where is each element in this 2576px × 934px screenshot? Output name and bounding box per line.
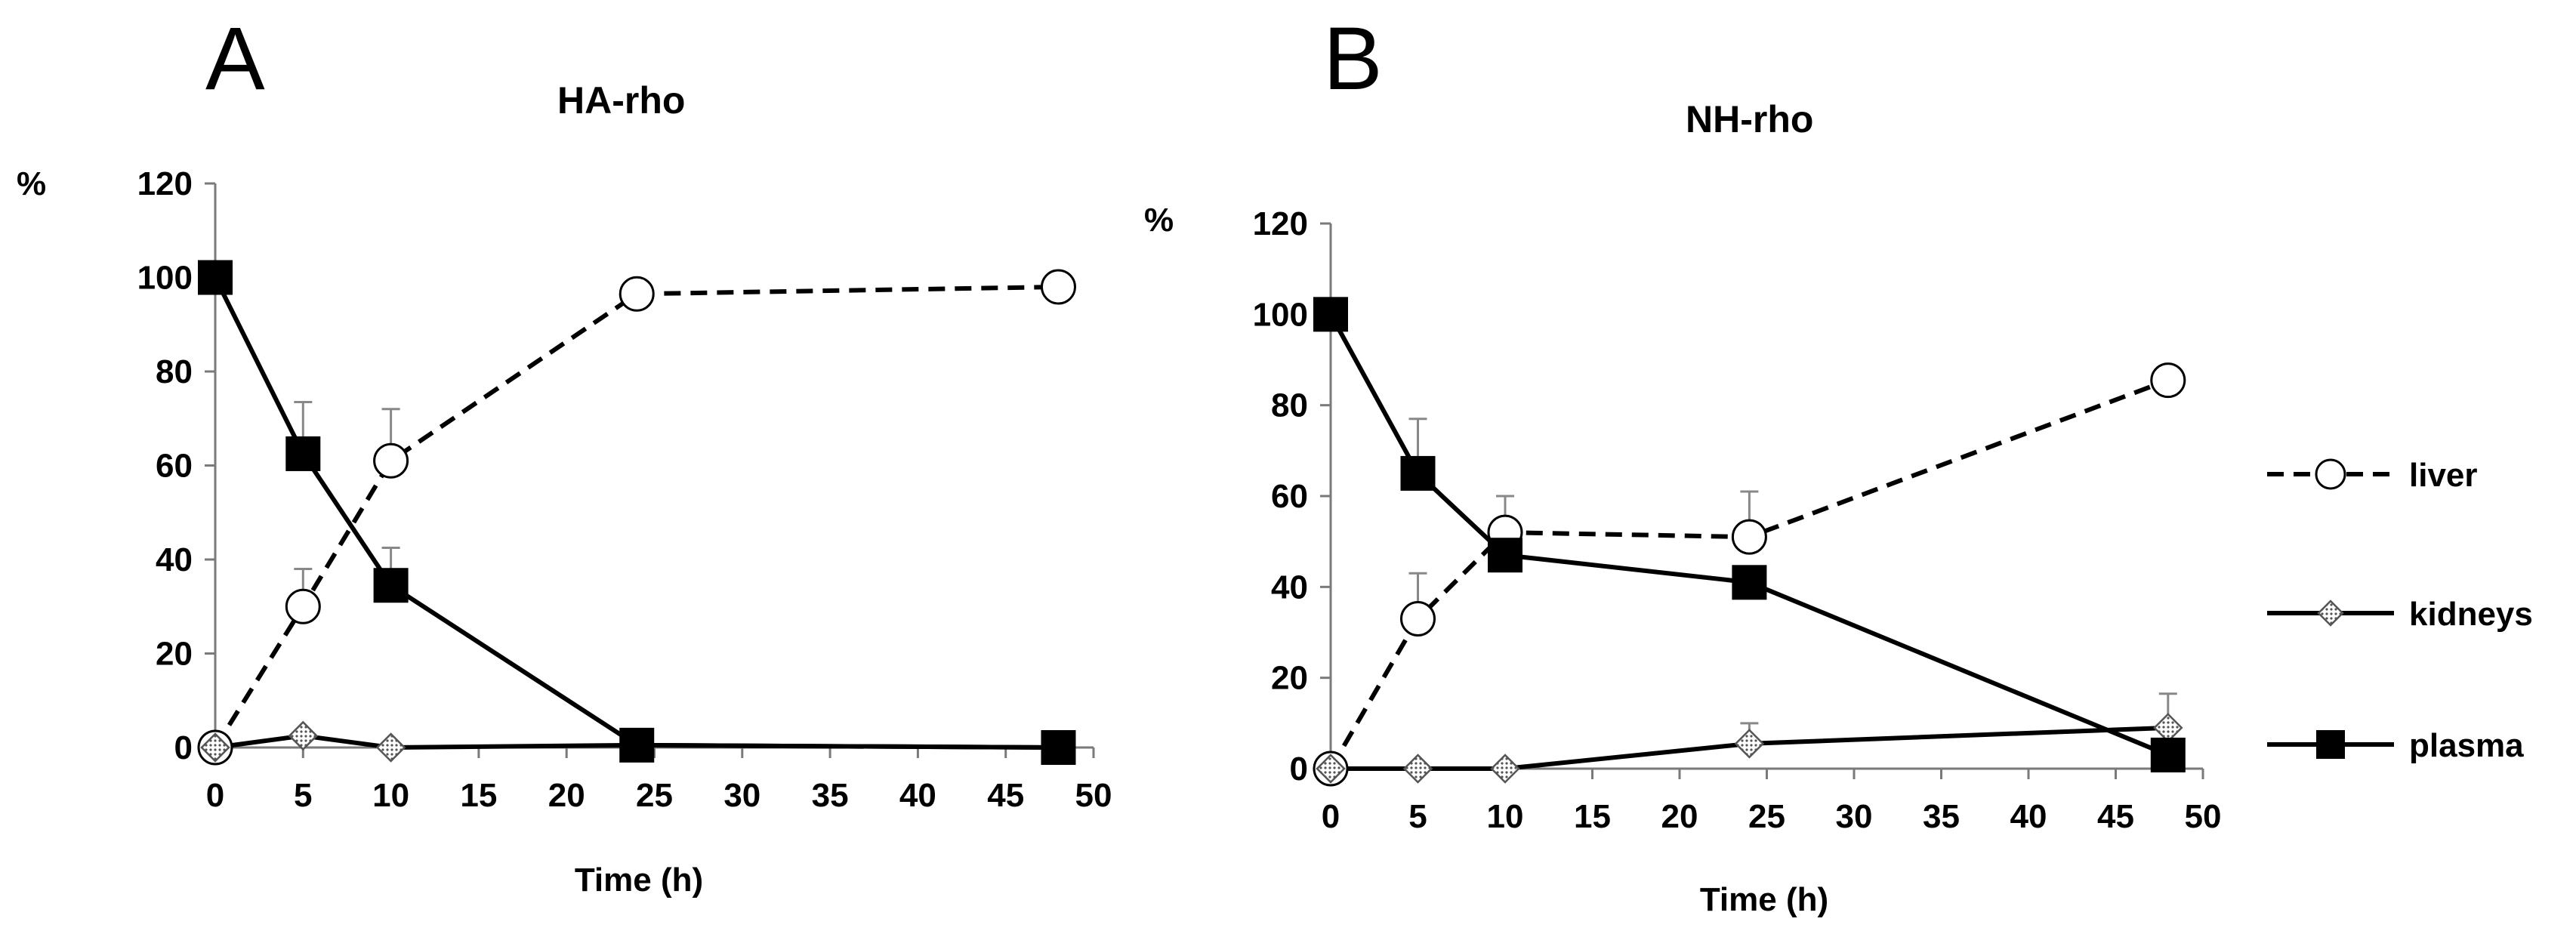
legend-plasma-marker [2316, 730, 2345, 759]
panel-a-y-tick-label: 80 [156, 353, 193, 390]
panel-b-x-tick-label: 10 [1487, 798, 1524, 835]
panel-b-plasma-point [1400, 455, 1436, 491]
panel-b-kidneys-point [1490, 754, 1520, 784]
panel-b-x-tick-label: 30 [1836, 798, 1873, 835]
panel-b-y-tick-label: 0 [1290, 751, 1308, 788]
panel-b-plasma-point [2150, 737, 2186, 772]
legend: liver kidneys plasma [2267, 457, 2533, 764]
panel-a-y-tick-label: 40 [156, 541, 193, 578]
panel-a-ylabel: % [17, 165, 46, 202]
panel-b-xlabel: Time (h) [1700, 881, 1828, 918]
panel-b-kidneys-point [1402, 754, 1433, 784]
panel-a-liver-point [285, 588, 321, 624]
panel-b-plasma-point [1313, 297, 1348, 332]
panel-a-kidneys-point [200, 732, 230, 763]
panel-b-x-tick-label: 25 [1748, 798, 1785, 835]
panel-b-liver-point [1400, 600, 1436, 637]
panel-b-plasma-point [1732, 565, 1767, 600]
panel-b-y-tick-label: 60 [1271, 478, 1308, 515]
panel-a-y-tick-label: 20 [156, 636, 193, 673]
legend-liver-label: liver [2409, 457, 2478, 494]
legend-kidneys-marker [2317, 600, 2344, 627]
panel-a-liver-point [619, 276, 655, 312]
panel-a-title: HA-rho [557, 79, 685, 122]
panel-a-x-tick-label: 25 [636, 777, 673, 814]
panel-b-title: NH-rho [1686, 98, 1813, 140]
panel-b-y-tick-label: 40 [1271, 569, 1308, 606]
panel-b-y-tick-label: 20 [1271, 660, 1308, 697]
panel-a-plot: 0 20 40 60 80 100 120 0 5 10 15 20 25 30 35 40 45 50 [137, 165, 1112, 814]
legend-plasma-label: plasma [2409, 727, 2524, 764]
panel-b-ylabel: % [1144, 202, 1174, 239]
panel-a-x-tick-label: 10 [372, 777, 409, 814]
panel-a-y-tick-label: 0 [174, 729, 193, 766]
panel-a-kidneys-point [288, 720, 319, 751]
legend-kidneys-label: kidneys [2409, 596, 2533, 633]
panel-a-x-tick-label: 35 [812, 777, 849, 814]
panel-b-y-tick-label: 120 [1253, 205, 1308, 242]
panel-a-x-tick-label: 30 [723, 777, 760, 814]
panel-b-liver-point [1731, 519, 1767, 555]
panel-a-y-tick-label: 120 [137, 165, 193, 202]
panel-a-liver-point [373, 442, 409, 479]
panel-a-letter: A [205, 9, 265, 109]
panel-b-x-tick-label: 0 [1322, 798, 1340, 835]
panel-b-x-tick-label: 20 [1661, 798, 1698, 835]
panel-b-x-tick-label: 50 [2185, 798, 2222, 835]
panel-a-x-tick-label: 5 [294, 777, 312, 814]
panel-a-y-tick-label: 60 [156, 448, 193, 485]
legend-liver-marker [2315, 458, 2346, 490]
panel-a-plasma-point [1041, 730, 1076, 765]
panel-a-plasma-point [285, 436, 321, 471]
panel-b-kidneys-point [2153, 713, 2183, 743]
panel-b-kidneys-point [1734, 729, 1765, 759]
panel-a-x-tick-label: 0 [206, 777, 224, 814]
panel-a-x-tick-label: 20 [548, 777, 585, 814]
panel-a-y-tick-label: 100 [137, 260, 193, 297]
panel-b-liver-point [2150, 362, 2186, 399]
panel-a-kidneys-point [375, 732, 406, 763]
panel-b-kidneys-point [1316, 754, 1346, 784]
panel-a-liver-point [1040, 269, 1076, 305]
panel-b-letter: B [1323, 9, 1383, 109]
panel-a-liver-line [213, 284, 1059, 749]
panel-b-x-tick-label: 40 [2010, 798, 2047, 835]
panel-a-x-tick-label: 45 [987, 777, 1024, 814]
panel-b-y-tick-label: 100 [1253, 296, 1308, 333]
panel-a-x-tick-label: 40 [899, 777, 936, 814]
panel-a-plasma-point [373, 568, 409, 603]
panel-a-plasma-line [213, 276, 1059, 750]
panel-a-plasma-point [198, 260, 233, 295]
panel-a-plasma-point [619, 727, 655, 763]
panel-b-x-tick-label: 35 [1923, 798, 1960, 835]
panel-a-xlabel: Time (h) [575, 862, 703, 899]
panel-a-x-tick-label: 15 [460, 777, 497, 814]
panel-b-x-tick-label: 15 [1574, 798, 1611, 835]
panel-b-x-tick-label: 5 [1408, 798, 1427, 835]
panel-b-x-tick-label: 45 [2097, 798, 2134, 835]
panel-a-x-tick-label: 50 [1075, 777, 1112, 814]
panel-b-plot: 0 20 40 60 80 100 120 0 5 10 15 20 25 30 35 40 45 50 [1253, 205, 2222, 835]
panel-b-y-tick-label: 80 [1271, 387, 1308, 424]
panel-b-plasma-point [1488, 538, 1522, 573]
